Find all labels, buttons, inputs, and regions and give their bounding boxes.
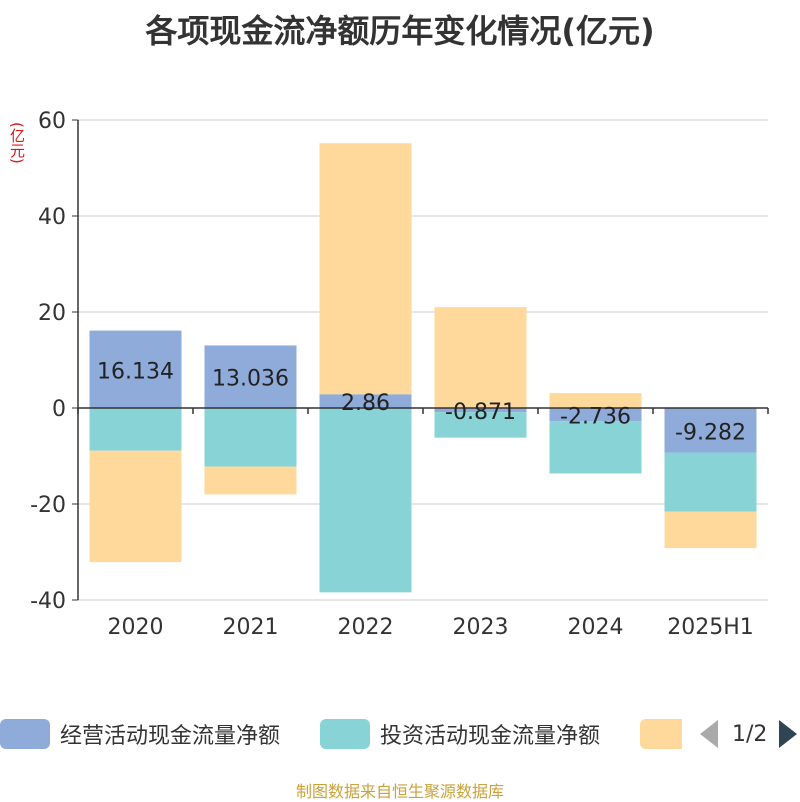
y-tick-label: 0 xyxy=(52,397,66,422)
bar-2021-series-0 xyxy=(204,345,297,408)
legend-page-number: 1/2 xyxy=(732,721,768,747)
bar-2022-series-0 xyxy=(319,394,412,408)
bar-2024-series-0 xyxy=(549,408,642,422)
bar-2021-series-2 xyxy=(204,466,297,495)
data-label: -9.282 xyxy=(675,420,746,445)
chart-title: 各项现金流净额历年变化情况(亿元) xyxy=(145,12,655,50)
bar-2022-series-1 xyxy=(319,408,412,593)
bar-2020-series-2 xyxy=(89,450,182,563)
legend-swatch-operating xyxy=(0,719,50,749)
bar-2023-series-1 xyxy=(434,412,527,438)
bar-2025H1-series-0 xyxy=(664,408,757,453)
legend-pager: 1/2 xyxy=(700,716,798,752)
legend: 经营活动现金流量净额 投资活动现金流量净额 xyxy=(0,716,800,752)
y-tick-label: -40 xyxy=(30,589,66,614)
bar-2025H1-series-1 xyxy=(664,452,757,512)
y-axis-unit: (亿元) xyxy=(8,122,26,164)
y-tick-label: 60 xyxy=(38,109,66,134)
legend-next-arrow-icon[interactable] xyxy=(779,720,798,748)
bar-2025H1-series-2 xyxy=(664,511,757,549)
legend-swatch-third xyxy=(640,719,682,749)
source-note: 制图数据来自恒生聚源数据库 xyxy=(295,782,504,801)
y-tick-label: 40 xyxy=(38,205,66,230)
x-tick-label: 2023 xyxy=(453,615,509,640)
bar-series xyxy=(89,143,757,593)
data-label: 16.134 xyxy=(97,359,174,384)
data-label: -0.871 xyxy=(445,400,516,425)
x-tick-label: 2022 xyxy=(338,615,394,640)
data-label: 2.86 xyxy=(341,391,390,416)
y-tick-label: 20 xyxy=(38,301,66,326)
bar-2021-series-1 xyxy=(204,408,297,467)
x-tick-label: 2020 xyxy=(108,615,164,640)
bar-2020-series-1 xyxy=(89,408,182,451)
legend-item-operating[interactable]: 经营活动现金流量净额 xyxy=(0,716,280,752)
legend-item-investing[interactable]: 投资活动现金流量净额 xyxy=(320,716,600,752)
legend-item-third[interactable] xyxy=(640,716,692,752)
axes: 60 40 20 0 -20 -40 2020 2021 2022 2023 2024 2025H1 xyxy=(30,109,769,640)
data-label: -2.736 xyxy=(560,405,631,430)
x-tick-label: 2025H1 xyxy=(667,615,754,640)
x-tick-label: 2021 xyxy=(223,615,279,640)
legend-prev-arrow-icon[interactable] xyxy=(700,720,718,748)
bar-2023-series-0 xyxy=(434,408,527,413)
legend-label-investing: 投资活动现金流量净额 xyxy=(380,724,601,749)
legend-label-operating: 经营活动现金流量净额 xyxy=(60,724,281,749)
x-tick-label: 2024 xyxy=(568,615,624,640)
bar-2022-series-2 xyxy=(319,143,412,395)
bar-2023-series-2 xyxy=(434,307,527,408)
bar-2024-series-2 xyxy=(549,393,642,408)
bar-2020-series-0 xyxy=(89,330,182,408)
legend-swatch-investing xyxy=(320,719,370,749)
y-tick-label: -20 xyxy=(30,493,66,518)
data-label: 13.036 xyxy=(212,367,289,392)
data-labels: 16.134 13.036 2.86 -0.871 -2.736 -9.282 xyxy=(97,359,746,445)
bar-2024-series-1 xyxy=(549,421,642,474)
